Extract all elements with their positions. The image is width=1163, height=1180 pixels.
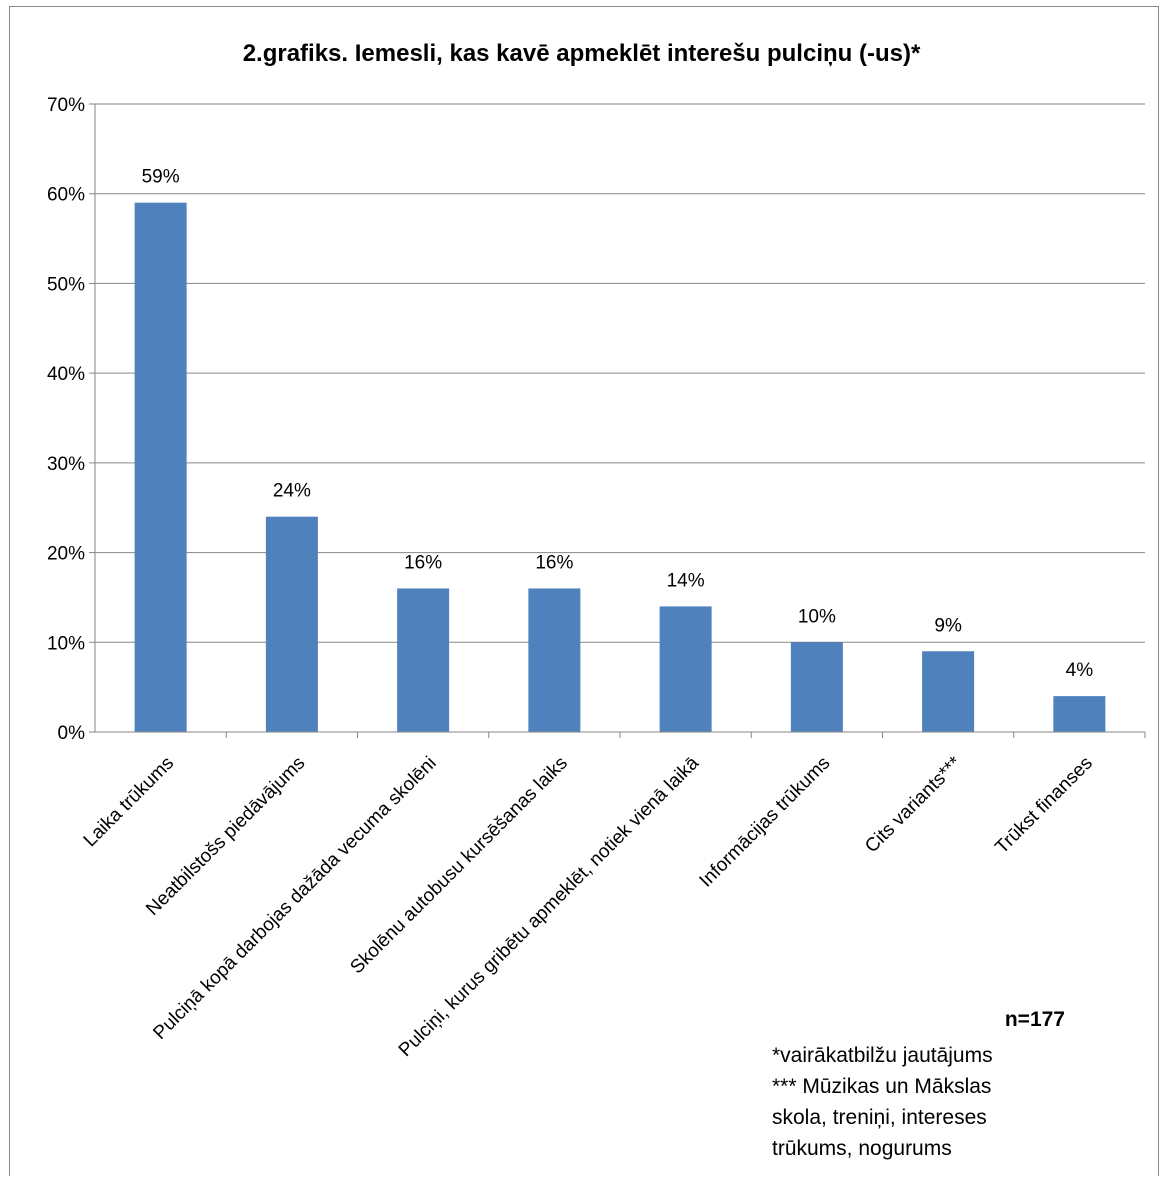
chart-frame xyxy=(9,6,1159,1176)
chart-title: 2.grafiks. Iemesli, kas kavē apmeklēt in… xyxy=(242,40,921,67)
y-tick-label: 20% xyxy=(47,544,85,565)
bar xyxy=(659,606,712,732)
bar xyxy=(528,588,581,732)
footnote-line-3: skola, treniņi, intereses xyxy=(772,1106,987,1129)
bar xyxy=(397,588,450,732)
bar xyxy=(1053,696,1106,732)
data-label: 59% xyxy=(142,167,180,188)
data-label: 14% xyxy=(667,570,705,591)
y-tick-label: 40% xyxy=(47,364,85,385)
y-tick-label: 70% xyxy=(47,95,85,116)
y-tick-label: 30% xyxy=(47,454,85,475)
y-tick-label: 0% xyxy=(58,723,86,744)
y-tick-label: 10% xyxy=(47,633,85,654)
data-label: 10% xyxy=(798,606,836,627)
x-tick-label: Informācijas trūkums xyxy=(696,753,835,892)
y-tick-label: 50% xyxy=(47,274,85,295)
bar xyxy=(265,516,318,732)
x-tick-label: Pulciņi, kurus gribētu apmeklēt, notiek … xyxy=(395,752,704,1061)
x-tick-label: Laika trūkums xyxy=(80,753,178,851)
data-label: 24% xyxy=(273,481,311,502)
data-label: 9% xyxy=(934,615,962,636)
sample-size-note: n=177 xyxy=(1004,1008,1065,1031)
footnote-line-4: trūkums, nogurums xyxy=(772,1137,952,1160)
footnote-line-2: *** Mūzikas un Mākslas xyxy=(772,1075,992,1098)
bar xyxy=(134,202,187,732)
data-label: 4% xyxy=(1066,660,1094,681)
data-label: 16% xyxy=(535,552,573,573)
x-tick-label: Trūkst finanses xyxy=(991,753,1096,858)
footnote-line-1: *vairākatbilžu jautājums xyxy=(772,1044,993,1067)
bar xyxy=(922,651,975,732)
data-label: 16% xyxy=(404,552,442,573)
x-tick-label: Pulciņā kopā darbojas dažāda vecuma skol… xyxy=(149,753,440,1044)
bar xyxy=(790,642,843,732)
x-tick-label: Skolēnu autobusu kursēšanas laiks xyxy=(346,753,571,978)
y-tick-label: 60% xyxy=(47,185,85,206)
x-tick-label: Cits variants*** xyxy=(861,752,966,857)
